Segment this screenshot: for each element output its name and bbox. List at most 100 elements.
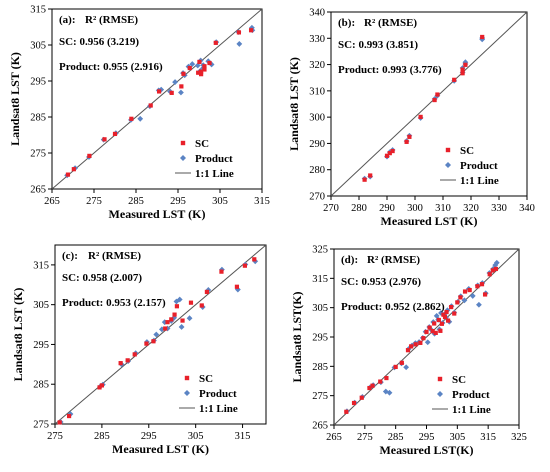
panel-a-sc-point [248,28,254,33]
panel-d-x-tick-label: 285 [388,432,404,443]
panel-c-product-point [173,298,180,305]
panel-d-sc-point [441,312,446,317]
panel-a-sc-point [102,137,107,142]
panel-d-sc-point [405,348,411,353]
panel-d-sc-point [479,282,485,287]
panel-a-sc-point [202,64,207,69]
panel-a-legend-line-label: 1:1 Line [195,168,234,180]
panel-a-sc-point [199,69,204,74]
panel-a-legend-product-label: Product [195,153,233,165]
panel-b-one-to-one-line [330,11,528,197]
panel-c-sc-point [204,289,210,295]
panel-a-x-tick-label: 265 [44,196,60,207]
panel-b-y-tick-label: 320 [309,60,325,71]
panel-d-sc-point [430,329,435,334]
panel-a-legend-sc-label: SC [195,138,209,150]
panel-c-legend-product-marker [184,390,190,396]
panel-d-sc-stat: SC: 0.953 (2.976) [341,276,421,288]
panel-b-y-tick-label: 300 [309,113,325,124]
panel-b-sc-point [384,153,390,158]
panel-b-x-tick-label: 320 [463,203,479,214]
panel-d-sc-point [442,314,448,320]
panel-d-sc-point [467,287,472,293]
panel-b-y-tick-label: 330 [309,34,325,45]
panel-b-x-tick-label: 280 [351,203,367,214]
panel-d-sc-point [421,336,426,341]
panel-d-sc-point [433,330,438,335]
panel-d-legend-sc-marker [437,376,443,382]
panel-d-sc-point [458,295,463,300]
panel-c-sc-point [172,312,177,317]
panel-a-panel-label: (a): [59,14,76,26]
panel-d-sc-point [449,304,454,310]
panel-c-x-tick-label: 295 [141,431,157,442]
panel-c-legend-sc-label: SC [199,373,213,385]
panel-a-sc-point [157,89,162,94]
panel-b-sc-point [463,62,468,67]
panel-b-legend-sc-label: SC [460,145,474,157]
panel-b-sc-point [368,173,373,178]
panel-d-sc-point [351,400,357,406]
panel-b-x-tick-label: 340 [519,203,535,214]
panel-c-sc-point [252,257,257,262]
panel-a-sc-point [129,116,134,121]
panel-d-y-tick-label: 265 [312,421,328,432]
panel-a-legend-sc-marker [180,140,186,146]
panel-d-sc-point [359,395,364,400]
panel-b-x-tick-label: 270 [323,203,339,214]
panel-d-product-point [493,259,500,266]
panel-a-y-tick-label: 265 [30,185,46,196]
panel-d-sc-point [427,325,432,330]
panel-d-sc-point [490,268,495,273]
panel-b-y-axis-label: Landsat8 LST (K) [287,57,301,151]
panel-d-sc-point [438,328,443,333]
panel-c-x-tick-label: 275 [47,431,63,442]
panel-c-sc-point [57,420,62,425]
panel-c-x-tick-label: 305 [188,431,204,442]
panel-d-sc-point [393,364,398,370]
panel-a-y-axis-label: Landsat8 LST (K) [8,52,22,146]
panel-a-sc-point [187,65,192,71]
panel-c-legend-sc-marker [184,375,190,381]
panel-d-x-tick-label: 315 [480,432,496,443]
panel-b-product-stat: Product: 0.993 (3.776) [338,64,442,76]
panel-c-sc-point [99,383,104,388]
panel-b-sc-point [432,97,437,103]
panel-c-sc-point [125,358,130,363]
panel-c-x-axis-label: Measured LST (K) [112,442,209,456]
panel-c-sc-point [174,304,180,309]
panel-d-panel-label: (d): [341,254,358,266]
panel-a-sc-point [179,84,184,89]
panel-a-product-point [178,89,184,96]
panel-d-sc-point [418,340,423,345]
panel-a-sc-stat: SC: 0.956 (3.219) [59,36,139,48]
panel-a-sc-point [112,131,118,137]
panel-a-product-point [189,61,196,67]
panel-b-x-tick-label: 300 [407,203,423,214]
panel-a-sc-point [87,153,92,158]
panel-d-legend-product-marker [437,391,443,397]
panel-d-sc-point [452,311,457,316]
panel-c-metric-header: R² (RMSE) [88,250,141,262]
panel-a-product-stat: Product: 0.955 (2.916) [59,61,163,73]
panel-d: 265 275 285 295 305 315 325 265 275 285 295 305 315 3… [290,245,527,458]
panel-d-metric-header: R² (RMSE) [367,254,420,266]
panel-c-sc-point [180,318,185,323]
panel-d-sc-point [370,383,375,388]
panel-a-sc-point [213,40,218,45]
panel-c-y-tick-label: 315 [33,260,49,271]
panel-d-sc-point [432,321,437,326]
panel-a-sc-point [71,167,76,172]
panel-d-x-tick-label: 265 [326,432,342,443]
panel-c-x-tick-label: 315 [235,431,251,442]
panel-a-x-tick-label: 315 [254,196,270,207]
panel-c-product-point [176,296,183,303]
panel-d-sc-point [413,342,418,347]
panel-d-product-point [403,364,410,371]
panel-a-x-tick-label: 275 [86,196,102,207]
panel-c-y-axis-label: Landsat8 LST (K) [11,288,25,382]
panel-d-y-tick-label: 295 [312,333,328,344]
panel-d-product-point [386,389,393,396]
panel-c-sc-stat: SC: 0.958 (2.007) [62,272,142,284]
